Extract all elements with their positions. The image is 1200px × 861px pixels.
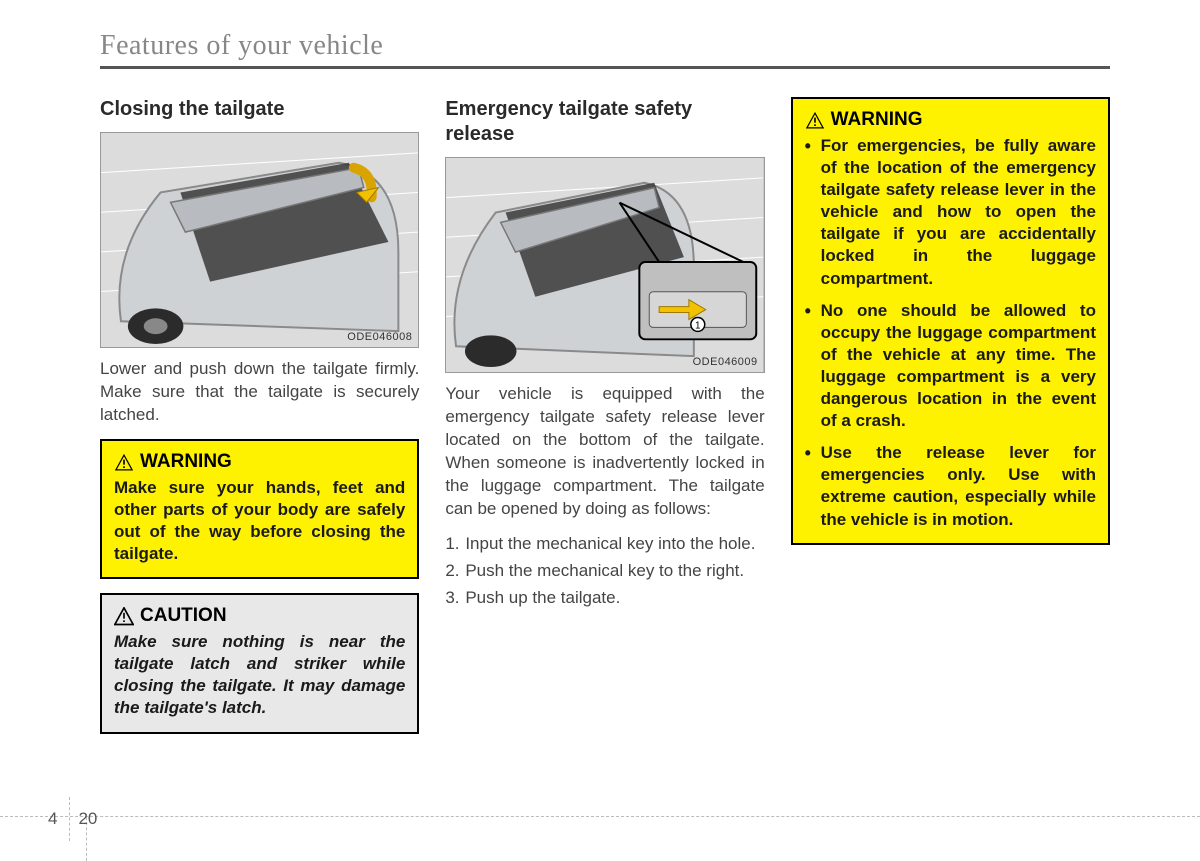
warning-bullets: For emergencies, be fully aware of the l…	[805, 135, 1096, 531]
vehicle-tailgate-illustration	[101, 133, 418, 347]
page-divider	[69, 797, 70, 841]
figure-code: ODE046009	[693, 356, 758, 368]
emergency-release-heading: Emergency tailgate safety release	[445, 97, 764, 147]
closing-tailgate-body: Lower and push down the tailgate firmly.…	[100, 358, 419, 427]
warning-title: WARNING	[831, 109, 923, 131]
warning-body-1: Make sure your hands, feet and other par…	[114, 477, 405, 565]
caution-icon	[114, 607, 134, 625]
step-text: Push up the tailgate.	[465, 587, 764, 610]
page-number: 4 20	[48, 797, 97, 841]
warning-box-1: WARNING Make sure your hands, feet and o…	[100, 439, 419, 579]
closing-tailgate-heading: Closing the tailgate	[100, 97, 419, 122]
column-middle: Emergency tailgate safety release	[445, 97, 764, 748]
emergency-release-body: Your vehicle is equipped with the emerge…	[445, 383, 764, 521]
emergency-release-figure: 1 ODE046009	[445, 157, 764, 373]
list-item: 1.Input the mechanical key into the hole…	[445, 533, 764, 556]
column-right: WARNING For emergencies, be fully aware …	[791, 97, 1110, 748]
footer-dash	[0, 816, 1200, 817]
warning-bullet: Use the release lever for emergencies on…	[805, 442, 1096, 530]
caution-box: CAUTION Make sure nothing is near the ta…	[100, 593, 419, 733]
header-rule	[100, 66, 1110, 69]
step-number: 3.	[445, 587, 465, 610]
column-left: Closing the tailgate ODE046008	[100, 97, 419, 748]
page-num: 20	[78, 809, 97, 829]
warning-icon	[805, 111, 825, 129]
steps-list: 1.Input the mechanical key into the hole…	[445, 533, 764, 610]
chapter-number: 4	[48, 809, 57, 829]
vehicle-release-illustration: 1	[446, 158, 763, 372]
warning-icon	[114, 453, 134, 471]
warning-box-2: WARNING For emergencies, be fully aware …	[791, 97, 1110, 545]
caution-title: CAUTION	[140, 605, 227, 627]
step-number: 2.	[445, 560, 465, 583]
page-header-title: Features of your vehicle	[100, 30, 1110, 66]
list-item: 2.Push the mechanical key to the right.	[445, 560, 764, 583]
warning-bullet: For emergencies, be fully aware of the l…	[805, 135, 1096, 290]
closing-tailgate-figure: ODE046008	[100, 132, 419, 348]
figure-code: ODE046008	[347, 331, 412, 343]
caution-body: Make sure nothing is near the tailgate l…	[114, 631, 405, 719]
warning-bullet: No one should be allowed to occupy the l…	[805, 300, 1096, 433]
list-item: 3.Push up the tailgate.	[445, 587, 764, 610]
step-text: Push the mechanical key to the right.	[465, 560, 764, 583]
warning-title: WARNING	[140, 451, 232, 473]
svg-text:1: 1	[695, 320, 701, 331]
step-text: Input the mechanical key into the hole.	[465, 533, 764, 556]
step-number: 1.	[445, 533, 465, 556]
